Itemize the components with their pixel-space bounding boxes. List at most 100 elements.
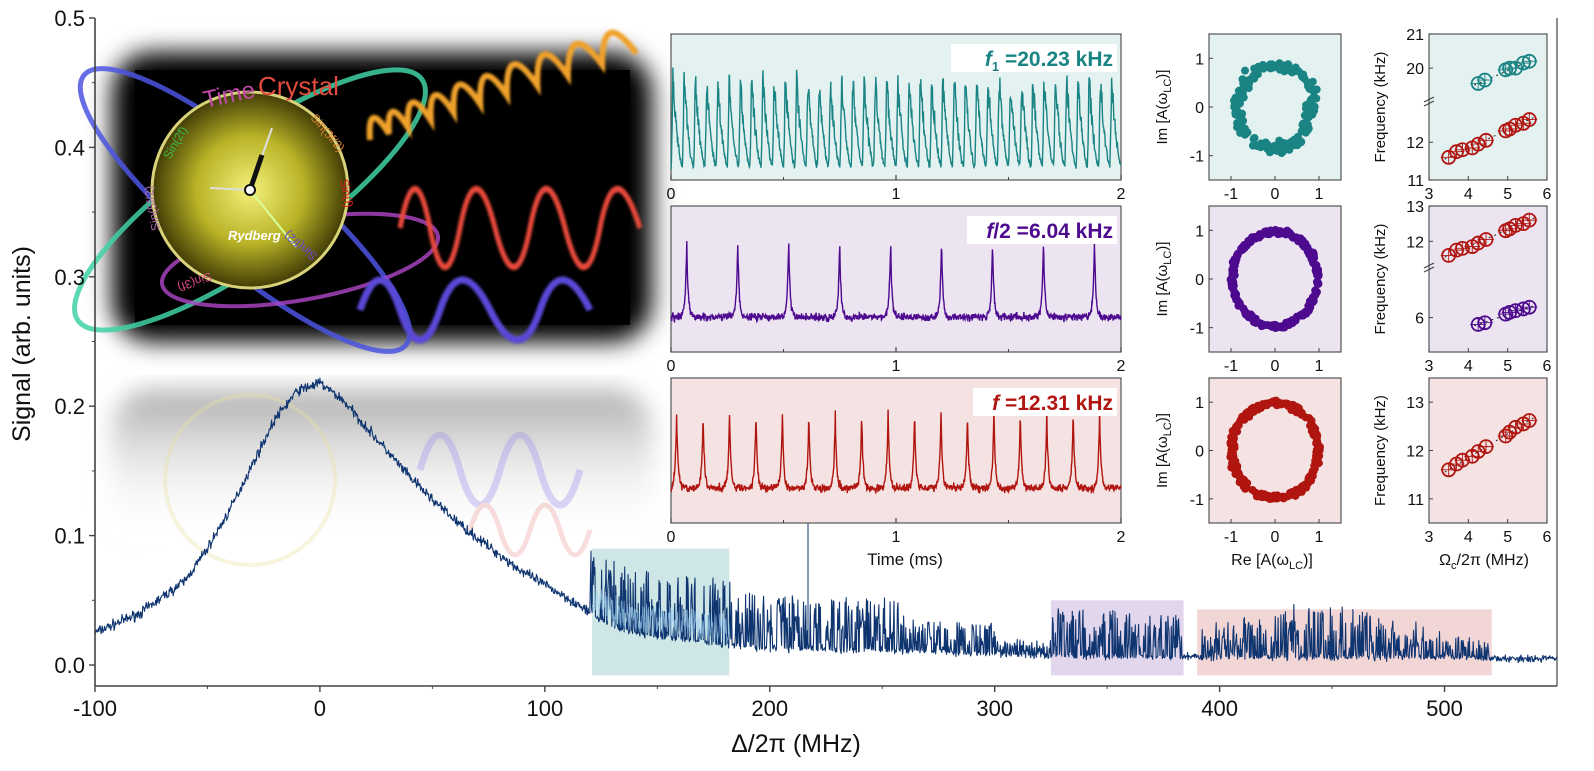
iq-point: [1308, 296, 1317, 305]
x-tick-label: 5: [1503, 186, 1512, 203]
x-tick-label: 1: [1315, 186, 1324, 203]
iq-point: [1249, 135, 1258, 144]
label-part: LC: [1162, 79, 1174, 93]
y-tick-label: 0.5: [54, 6, 85, 31]
frequency-panel-purple: 6 12 13 3 4 5 6 Frequency (kHz): [1372, 199, 1552, 375]
artwork-waves: [356, 29, 643, 344]
iq-point: [1253, 142, 1262, 151]
iq-point: [1249, 407, 1258, 416]
frequency-annotation: f1 =20.23 kHz: [951, 44, 1117, 74]
iq-point: [1260, 490, 1269, 499]
label-part: LC: [1162, 422, 1174, 436]
iq-point: [1240, 241, 1249, 250]
label-part: /2π (MHz): [1457, 552, 1529, 569]
annotation-box: [951, 44, 1117, 72]
x-tick-label: 0: [1271, 529, 1280, 546]
iq-point: [1303, 113, 1312, 122]
data-point-f: [1521, 112, 1538, 127]
y-tick-label: 11: [1407, 173, 1424, 190]
iq-point: [1286, 488, 1295, 497]
annotation-text: f1 =20.23 kHz: [985, 48, 1113, 74]
y-tick-label: 21: [1406, 27, 1424, 44]
x-tick-label: 1: [892, 529, 901, 546]
y-tick-label: 0: [1195, 272, 1204, 289]
iq-point: [1239, 116, 1248, 125]
data-point-f: [1478, 232, 1495, 247]
spectrum-trace: [94, 377, 1558, 664]
y-tick-label: 0: [1195, 444, 1204, 461]
wave-blue: [356, 276, 594, 344]
iq-y-axis-label: Im [A(ωLC)]: [1154, 242, 1174, 317]
data-point-f-2: [1476, 315, 1493, 331]
x-tick-label: 0: [1271, 186, 1280, 203]
clock-hand-second: [249, 189, 297, 248]
label-part: Im [A(ω: [1154, 92, 1171, 144]
x-tick-label: 400: [1201, 696, 1238, 721]
iq-point: [1310, 461, 1319, 470]
data-point-f-2: [1521, 299, 1538, 315]
artwork-title-crystal: Crystal: [258, 71, 339, 101]
x-tick-label: 1: [1315, 529, 1324, 546]
data-point-f1: [1507, 60, 1524, 76]
annotation-symbol: f: [992, 392, 1001, 415]
iq-point: [1312, 267, 1321, 276]
iq-point: [1290, 140, 1299, 149]
frequency-y-axis-label: Frequency (kHz): [1372, 52, 1389, 163]
iq-point: [1263, 230, 1272, 239]
iq-point: [1233, 123, 1242, 132]
data-point-f: [1454, 240, 1471, 256]
iq-point: [1301, 239, 1310, 248]
x-tick-label: 3: [1425, 186, 1434, 203]
data-point-f: [1478, 439, 1495, 455]
iq-point: [1279, 322, 1288, 331]
y-axis-label: Signal (arb. units): [8, 246, 36, 442]
y-tick-label: 1: [1195, 51, 1204, 68]
iq-point: [1291, 316, 1300, 325]
label-part: )]: [1154, 70, 1171, 79]
y-tick-label: 12: [1406, 444, 1424, 461]
x-tick-label: 4: [1464, 529, 1473, 546]
iq-point: [1244, 84, 1253, 93]
frequency-y-axis-label: Frequency (kHz): [1372, 224, 1389, 335]
spectrum-trace-light: [591, 587, 730, 645]
y-tick-label: 11: [1407, 492, 1424, 509]
clock-center: [244, 184, 256, 196]
x-tick-label: 0: [667, 186, 676, 203]
iq-point: [1253, 233, 1262, 242]
x-tick-label: 2: [1117, 358, 1126, 375]
iq-point: [1231, 423, 1240, 432]
annotation-box: [973, 388, 1117, 416]
time-trace-panel-red: 0 1 2 f =12.31 kHz Time (ms): [667, 377, 1126, 569]
iq-point: [1230, 96, 1239, 105]
x-axis-label: Δ/2π (MHz): [731, 730, 861, 758]
x-tick-label: 6: [1543, 529, 1552, 546]
iq-point: [1261, 138, 1270, 147]
data-point-f1: [1521, 53, 1538, 69]
iq-point: [1305, 249, 1314, 258]
y-tick-label: -1: [1190, 321, 1204, 338]
iq-point: [1251, 314, 1260, 323]
label-part: Re [A(ω: [1231, 552, 1289, 569]
iq-point: [1309, 85, 1318, 94]
iq-point: [1276, 142, 1285, 151]
iq-point: [1307, 94, 1316, 103]
iq-point: [1312, 445, 1321, 454]
iq-point: [1301, 128, 1310, 137]
iq-point: [1248, 485, 1257, 494]
frequency-panel-red: 11 12 13 3 4 5 6 Frequency (kHz) Ωc/2π (MHz): [1372, 377, 1552, 572]
label-part: c: [1451, 560, 1457, 572]
x-tick-label: 3: [1425, 529, 1434, 546]
iq-y-axis-label: Im [A(ωLC)]: [1154, 70, 1174, 145]
time-crystal-artwork: Time Crystal Rydberg Sin(2f) Sin(3f/2) S…: [72, 29, 652, 567]
label-part: )]: [1154, 413, 1171, 422]
x-tick-label: -1: [1224, 358, 1238, 375]
dial-label-sinf: Sin(f): [337, 178, 356, 209]
y-tick-label: -1: [1190, 492, 1204, 509]
x-tick-label: 0: [667, 358, 676, 375]
iq-point: [1232, 255, 1241, 264]
label-part: LC: [1289, 560, 1303, 572]
x-tick-label: 5: [1503, 358, 1512, 375]
annotation-box: [967, 216, 1117, 244]
